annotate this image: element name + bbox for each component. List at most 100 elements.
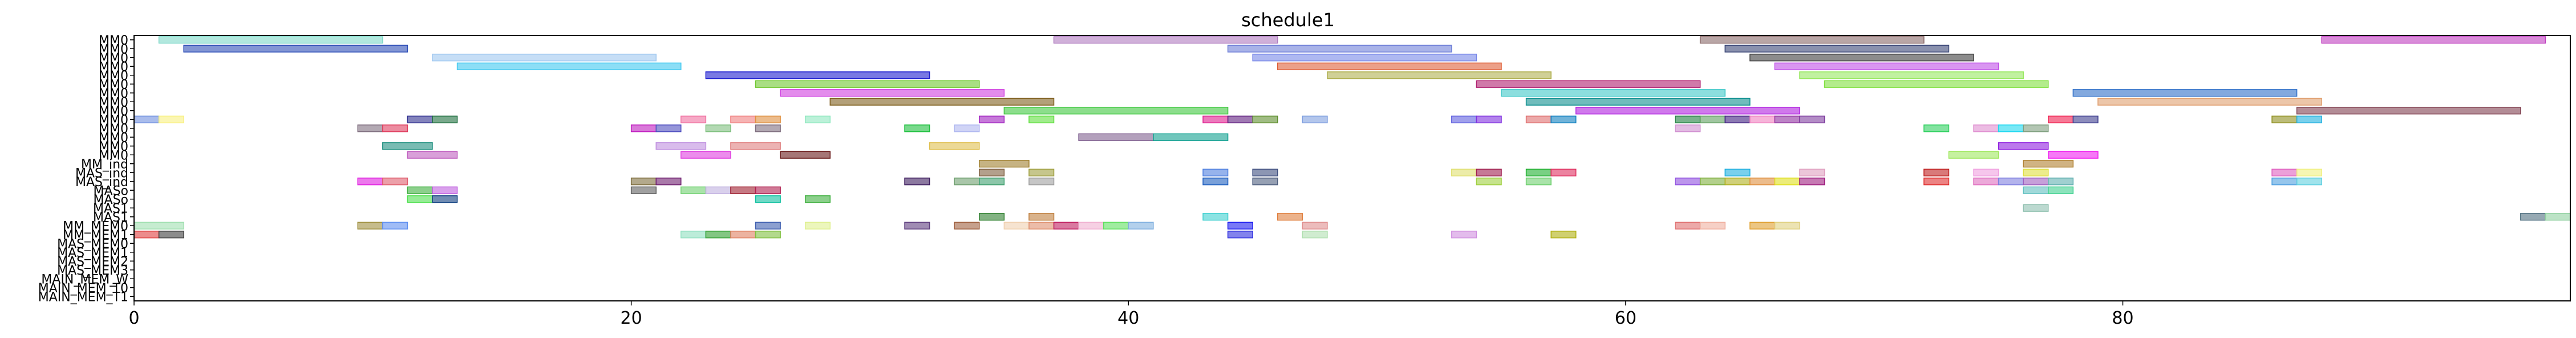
gantt-bar — [1028, 115, 1055, 123]
y-tick-label: MM0 — [99, 95, 128, 110]
y-tick-label: MAS_ind — [75, 166, 128, 180]
gantt-bar — [1675, 115, 1701, 123]
gantt-bar — [2321, 36, 2546, 44]
gantt-bar — [705, 231, 731, 239]
gantt-bar — [630, 124, 657, 132]
gantt-bar — [1525, 178, 1552, 186]
gantt-bar — [432, 186, 458, 194]
gantt-bar — [1501, 89, 1726, 97]
gantt-bar — [730, 186, 756, 194]
gantt-bar — [407, 151, 458, 159]
gantt-bar — [2271, 115, 2298, 123]
gantt-bar — [1799, 71, 2024, 79]
gantt-bar — [979, 160, 1030, 168]
y-tick-label: MM0 — [99, 113, 128, 127]
gantt-bar — [705, 124, 731, 132]
gantt-bar — [681, 231, 707, 239]
y-tick-label: MASo — [94, 193, 128, 207]
gantt-bar — [1749, 54, 1974, 62]
gantt-bar — [1675, 222, 1701, 230]
y-tick-label: MASo — [94, 184, 128, 198]
gantt-bar — [2023, 160, 2074, 168]
gantt-bar — [1451, 231, 1477, 239]
y-tick-label: MAS_ind — [75, 175, 128, 190]
gantt-bar — [681, 186, 707, 194]
gantt-bar — [456, 62, 682, 70]
gantt-bar — [2271, 178, 2298, 186]
gantt-bar — [2296, 178, 2322, 186]
gantt-bar — [1774, 62, 1999, 70]
gantt-bar — [1699, 222, 1726, 230]
gantt-bar — [1749, 222, 1776, 230]
gantt-bar — [780, 151, 831, 159]
y-tick-label: MM0 — [99, 131, 128, 145]
y-tick-label: MAIN_MEM_T1 — [38, 290, 128, 304]
gantt-bar — [1202, 168, 1229, 176]
gantt-bar — [1028, 213, 1055, 221]
x-tick-labels: 0 20 40 60 80 — [128, 301, 2134, 328]
gantt-bar — [630, 186, 657, 194]
gantt-bar — [1525, 115, 1552, 123]
gantt-bar — [1699, 178, 1726, 186]
gantt-bar — [1227, 231, 1253, 239]
y-tick-label: MAS_MEM3 — [57, 264, 128, 278]
gantt-bar — [1103, 222, 1129, 230]
gantt-bar — [780, 89, 1005, 97]
gantt-bar — [804, 195, 831, 203]
gantt-bar — [357, 178, 383, 186]
gantt-bar — [904, 222, 930, 230]
y-tick-label: MAS1 — [93, 211, 128, 225]
gantt-bar — [979, 213, 1005, 221]
gantt-bar — [954, 222, 980, 230]
gantt-bar — [357, 124, 383, 132]
gantt-bar — [382, 142, 433, 150]
gantt-bar — [133, 115, 160, 123]
plot-frame — [133, 35, 2571, 301]
y-tick-label: MM0 — [99, 148, 128, 163]
gantt-bar — [630, 178, 657, 186]
gantt-bar — [2023, 178, 2049, 186]
y-tick-label: MAS_MEM0 — [57, 237, 128, 251]
gantt-bar — [904, 178, 930, 186]
y-tick-label: MAS_MEM1 — [57, 246, 128, 260]
gantt-bar — [1998, 142, 2049, 150]
gantt-bar — [1699, 36, 1925, 44]
gantt-bar — [1550, 115, 1577, 123]
y-tick-label: MM0 — [99, 78, 128, 92]
gantt-bar — [1227, 45, 1452, 53]
gantt-bar — [1476, 115, 1502, 123]
gantt-bar — [432, 115, 458, 123]
gantt-bar — [1550, 168, 1577, 176]
bars-layer — [133, 36, 2571, 239]
gantt-bar — [2072, 115, 2099, 123]
x-tick-label: 0 — [128, 308, 139, 328]
gantt-bar — [2023, 204, 2049, 212]
gantt-bar — [1053, 36, 1278, 44]
gantt-bar — [829, 98, 1055, 106]
gantt-bar — [1252, 54, 1477, 62]
y-tick-label: MAS1 — [93, 202, 128, 216]
gantt-bar — [755, 231, 781, 239]
x-tick-label: 40 — [1117, 308, 1139, 328]
gantt-bar — [1724, 115, 1751, 123]
gantt-bar — [1327, 71, 1552, 79]
gantt-bar — [755, 80, 980, 88]
gantt-bar — [407, 186, 433, 194]
gantt-bar — [1675, 124, 1701, 132]
gantt-bar — [655, 124, 682, 132]
gantt-bar — [979, 178, 1005, 186]
gantt-bar — [1923, 168, 1950, 176]
gantt-bar — [1525, 98, 1751, 106]
gantt-bar — [1749, 178, 1776, 186]
gantt-bar — [1973, 124, 1999, 132]
gantt-bar — [1973, 178, 1999, 186]
gantt-bar — [2296, 115, 2322, 123]
gantt-bar — [1028, 168, 1055, 176]
gantt-bar — [158, 115, 184, 123]
gantt-bar — [1525, 168, 1552, 176]
y-tick-label: MM_MEM0 — [63, 219, 128, 234]
gantt-bar — [1078, 133, 1154, 141]
y-tick-label: MM0 — [99, 51, 128, 66]
gantt-bar — [2097, 98, 2322, 106]
